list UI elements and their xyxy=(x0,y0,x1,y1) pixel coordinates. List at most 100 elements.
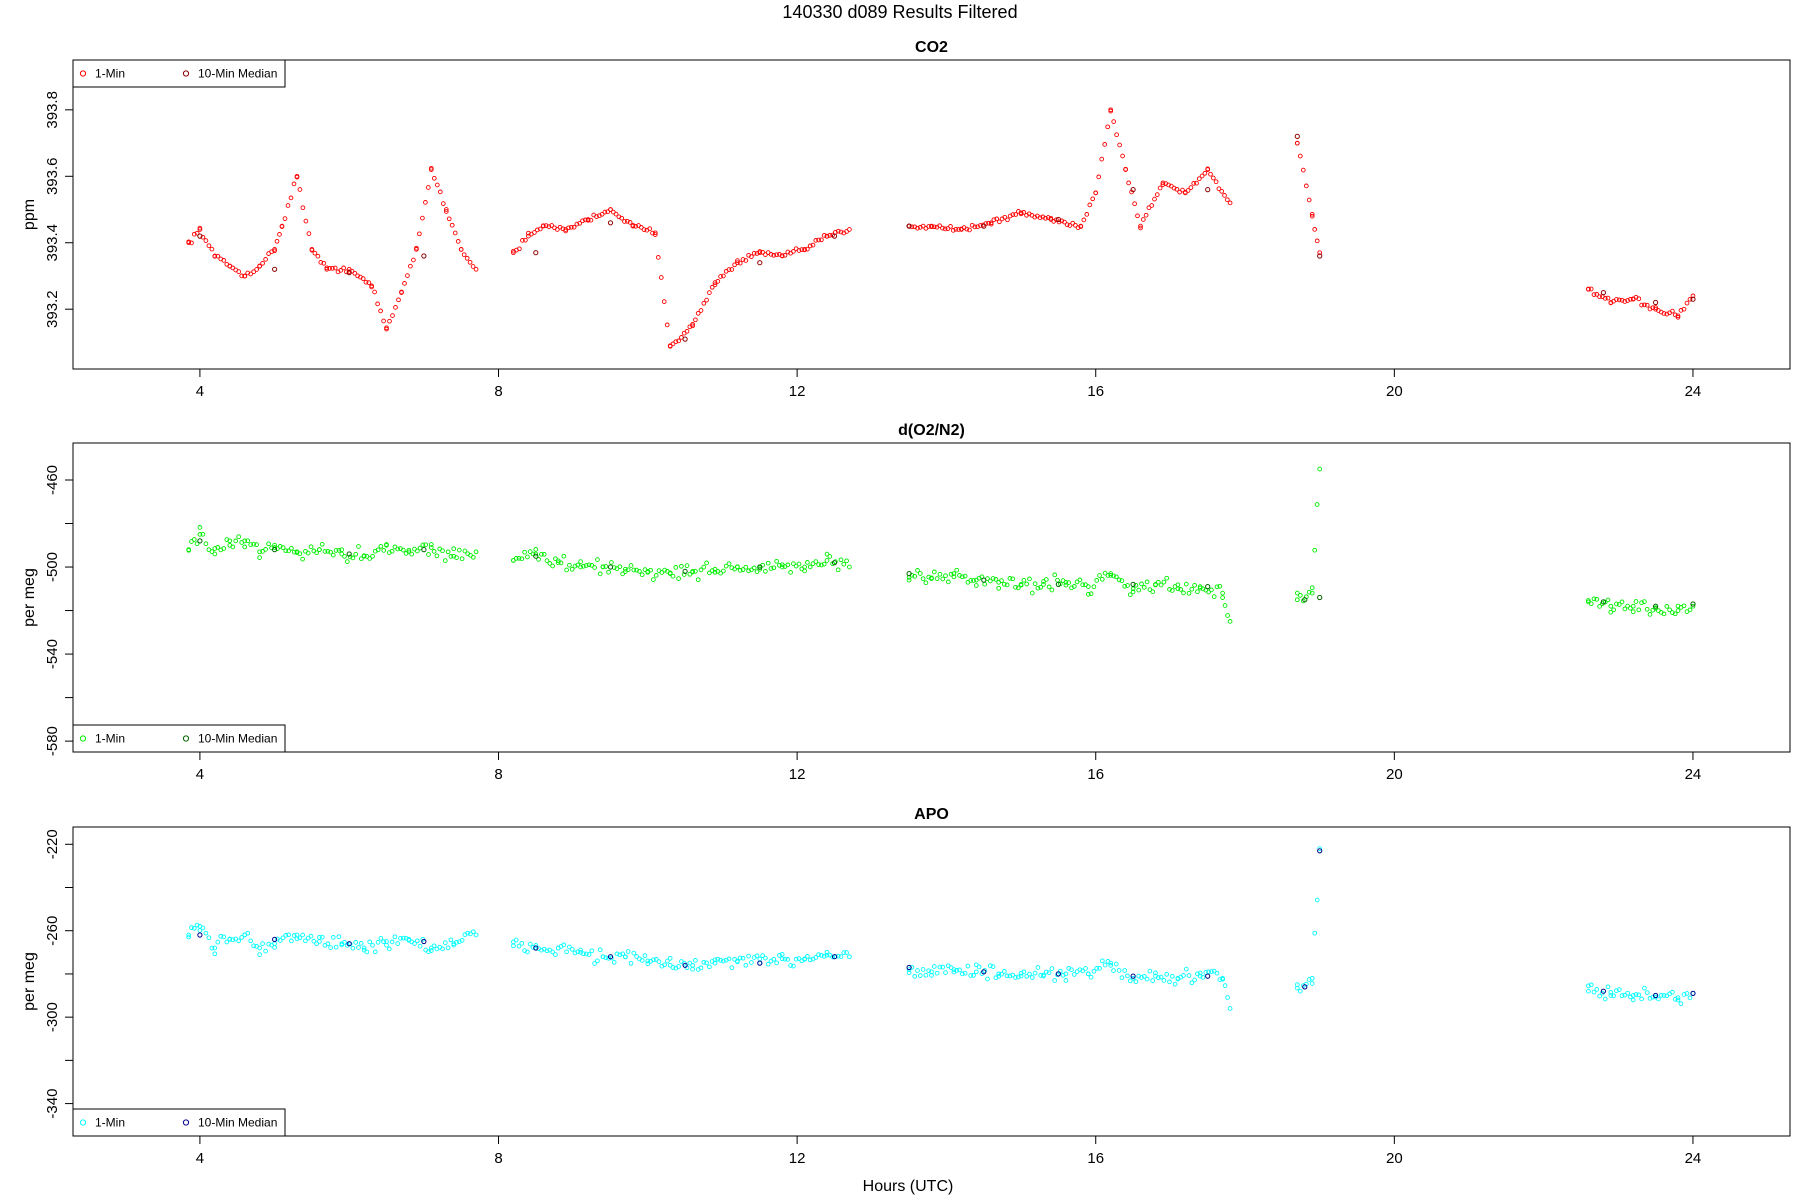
data-point xyxy=(445,549,451,555)
data-point xyxy=(1077,577,1083,583)
median-point xyxy=(906,964,912,971)
data-point xyxy=(1225,995,1230,1000)
data-point xyxy=(1687,607,1693,613)
data-point xyxy=(603,955,609,961)
data-point xyxy=(1588,286,1594,292)
data-point xyxy=(564,949,569,955)
data-point xyxy=(603,564,609,569)
data-point xyxy=(996,585,1002,591)
data-point xyxy=(1018,210,1024,216)
data-point xyxy=(533,547,539,552)
data-point xyxy=(965,963,971,969)
panel-3: APO 4 8 12 16 20 24 -220 -260 -300 -340 per meg 1-Mi… xyxy=(21,806,1791,1167)
data-point xyxy=(1126,180,1131,186)
data-point xyxy=(827,233,833,238)
data-point xyxy=(1608,609,1614,615)
data-point xyxy=(1046,584,1052,590)
data-point xyxy=(212,945,218,951)
data-point xyxy=(1080,582,1086,588)
y-tick-label: -340 xyxy=(44,1089,61,1119)
data-point xyxy=(951,574,957,580)
data-point xyxy=(1594,596,1600,602)
data-point xyxy=(920,576,926,582)
x-tick-label: 12 xyxy=(789,1150,806,1167)
data-point xyxy=(670,965,676,970)
data-point xyxy=(774,558,779,564)
data-point xyxy=(1639,302,1644,308)
data-point xyxy=(277,232,282,237)
data-point xyxy=(1690,293,1696,299)
data-point xyxy=(931,569,937,575)
data-point xyxy=(1687,995,1693,1001)
data-point xyxy=(197,225,203,231)
data-point xyxy=(1114,132,1119,138)
data-point xyxy=(245,538,251,544)
data-point xyxy=(1608,993,1614,998)
data-point xyxy=(771,956,777,962)
data-point xyxy=(248,542,254,547)
y-tick-label: 393.4 xyxy=(44,224,61,262)
data-point xyxy=(1670,989,1675,995)
data-point xyxy=(634,567,639,573)
data-point xyxy=(721,568,726,574)
data-point xyxy=(693,568,698,574)
data-point xyxy=(555,945,561,951)
data-point xyxy=(360,276,366,281)
data-point xyxy=(821,953,827,959)
data-point xyxy=(1105,124,1111,130)
data-point xyxy=(344,559,350,564)
data-point xyxy=(1675,995,1681,1001)
data-point xyxy=(1314,897,1320,903)
data-point xyxy=(920,967,926,972)
data-point xyxy=(1200,974,1206,980)
data-point xyxy=(779,956,785,962)
data-point xyxy=(1035,965,1041,970)
y-tick-label: -500 xyxy=(44,552,61,582)
data-point xyxy=(341,265,346,271)
data-point xyxy=(844,558,849,564)
legend-label-1min: 1-Min xyxy=(95,67,125,81)
data-point xyxy=(959,227,964,232)
data-point xyxy=(1194,180,1199,186)
data-point xyxy=(647,226,653,232)
data-point xyxy=(1069,967,1074,973)
data-point xyxy=(1139,975,1144,980)
data-point xyxy=(1158,582,1164,588)
data-point xyxy=(665,958,670,964)
legend-label-median: 10-Min Median xyxy=(198,1116,277,1130)
data-point xyxy=(690,321,695,327)
data-point xyxy=(906,970,912,976)
data-point xyxy=(606,569,611,575)
data-point xyxy=(257,549,262,555)
data-point xyxy=(950,228,956,233)
data-point xyxy=(751,250,757,256)
data-point xyxy=(426,552,431,557)
data-point xyxy=(967,227,972,233)
data-point xyxy=(652,232,658,237)
data-point xyxy=(378,308,383,314)
data-point xyxy=(906,577,912,583)
data-point xyxy=(1594,292,1600,297)
plot-frame xyxy=(72,826,1791,1137)
legend-marker-1min xyxy=(79,735,87,742)
data-point xyxy=(1189,980,1195,986)
data-point xyxy=(581,563,586,569)
data-point xyxy=(1681,992,1687,997)
x-tick-label: 8 xyxy=(494,383,502,400)
data-point xyxy=(1639,996,1644,1002)
data-point xyxy=(698,965,704,971)
data-point xyxy=(1018,582,1024,587)
one-min-points xyxy=(186,846,1696,1011)
median-point xyxy=(1600,290,1607,296)
data-point xyxy=(396,297,401,303)
data-point xyxy=(550,563,555,569)
data-point xyxy=(511,250,516,256)
data-point xyxy=(330,266,335,271)
data-point xyxy=(1094,578,1100,583)
x-tick-label: 4 xyxy=(196,1150,204,1167)
data-point xyxy=(595,958,600,964)
data-point xyxy=(1049,587,1055,593)
data-point xyxy=(726,956,732,962)
data-point xyxy=(303,218,309,224)
data-point xyxy=(578,947,583,953)
